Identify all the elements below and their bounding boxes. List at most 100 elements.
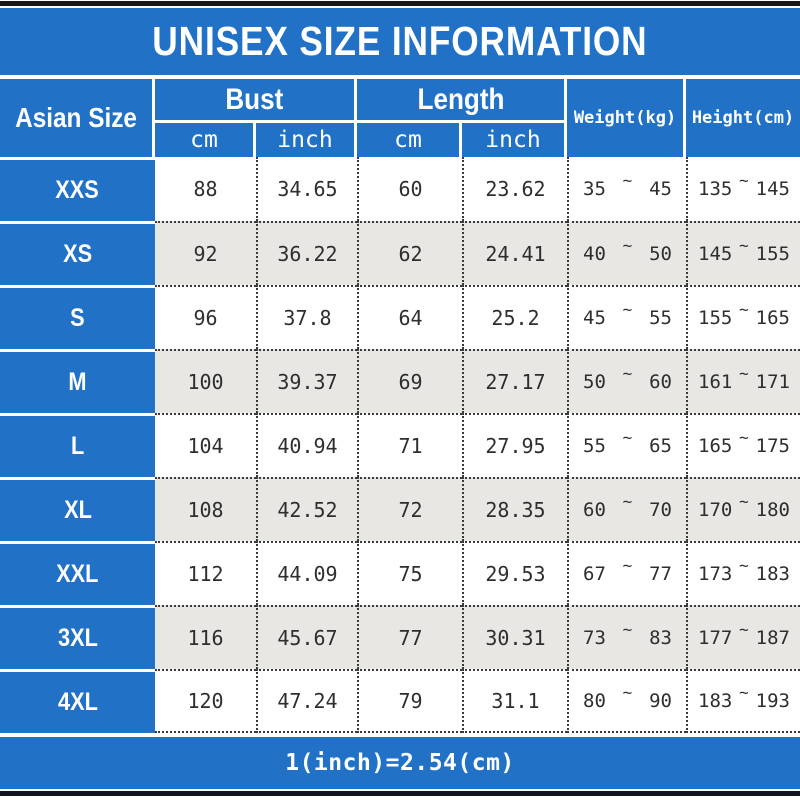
cell-weight-range: 50 ~ 60 xyxy=(567,349,686,413)
height-high: 183 xyxy=(755,563,790,585)
tilde-separator: ~ xyxy=(739,555,749,575)
height-range: 145 ~ 155 xyxy=(688,236,800,266)
divider xyxy=(0,733,800,737)
tilde-separator: ~ xyxy=(739,235,749,255)
cell-length-inch: 27.17 xyxy=(462,349,567,413)
cell-height-range: 173 ~ 183 xyxy=(686,541,800,605)
row-size-label-cell: M xyxy=(0,349,155,413)
cell-length-cm: 64 xyxy=(357,285,462,349)
height-low: 145 xyxy=(698,243,733,265)
tilde-separator: ~ xyxy=(622,555,633,575)
height-low: 170 xyxy=(698,499,733,521)
height-low: 183 xyxy=(698,690,733,712)
weight-range: 40 ~ 50 xyxy=(569,236,686,266)
cell-height-range: 135 ~ 145 xyxy=(686,157,800,221)
cell-length-inch: 23.62 xyxy=(462,157,567,221)
row-size-label: XXL xyxy=(56,560,99,588)
row-size-label: M xyxy=(68,368,87,396)
weight-low: 73 xyxy=(583,627,606,649)
weight-low: 50 xyxy=(583,371,606,393)
header-bust-inch: inch xyxy=(256,123,357,157)
table-row: 3XL 116 45.67 77 30.31 73 ~ 83 177 ~ 187 xyxy=(0,605,800,669)
header-bust: Bust xyxy=(155,79,357,123)
height-low: 161 xyxy=(698,371,733,393)
tilde-separator: ~ xyxy=(622,491,633,511)
cell-bust-cm: 116 xyxy=(155,605,256,669)
weight-high: 45 xyxy=(649,178,672,200)
cell-length-cm: 71 xyxy=(357,413,462,477)
weight-high: 83 xyxy=(649,627,672,649)
cell-length-cm: 79 xyxy=(357,669,462,733)
weight-low: 60 xyxy=(583,499,606,521)
weight-range: 45 ~ 55 xyxy=(569,300,686,330)
weight-range: 35 ~ 45 xyxy=(569,171,686,201)
height-low: 177 xyxy=(698,627,733,649)
weight-range: 80 ~ 90 xyxy=(569,683,686,713)
cell-height-range: 170 ~ 180 xyxy=(686,477,800,541)
height-high: 193 xyxy=(755,690,790,712)
cell-bust-inch: 40.94 xyxy=(256,413,357,477)
header-bust-cm: cm xyxy=(155,123,256,157)
cell-weight-range: 80 ~ 90 xyxy=(567,669,686,733)
cell-length-cm: 75 xyxy=(357,541,462,605)
table-row: XL 108 42.52 72 28.35 60 ~ 70 170 ~ 180 xyxy=(0,477,800,541)
height-range: 170 ~ 180 xyxy=(688,492,800,522)
cell-bust-inch: 34.65 xyxy=(256,157,357,221)
cell-weight-range: 73 ~ 83 xyxy=(567,605,686,669)
cell-weight-range: 40 ~ 50 xyxy=(567,221,686,285)
table-row: L 104 40.94 71 27.95 55 ~ 65 165 ~ 175 xyxy=(0,413,800,477)
cell-length-inch: 30.31 xyxy=(462,605,567,669)
cell-length-cm: 62 xyxy=(357,221,462,285)
weight-high: 50 xyxy=(649,243,672,265)
weight-high: 90 xyxy=(649,690,672,712)
cell-height-range: 177 ~ 187 xyxy=(686,605,800,669)
cell-height-range: 183 ~ 193 xyxy=(686,669,800,733)
row-size-label-cell: 3XL xyxy=(0,605,155,669)
top-edge xyxy=(0,0,800,1)
weight-high: 55 xyxy=(649,307,672,329)
tilde-separator: ~ xyxy=(622,299,633,319)
cell-bust-cm: 88 xyxy=(155,157,256,221)
row-size-label: S xyxy=(70,304,85,332)
tilde-separator: ~ xyxy=(739,170,749,190)
weight-low: 40 xyxy=(583,243,606,265)
weight-high: 60 xyxy=(649,371,672,393)
tilde-separator: ~ xyxy=(622,682,633,702)
cell-bust-cm: 104 xyxy=(155,413,256,477)
divider xyxy=(0,789,800,791)
height-range: 135 ~ 145 xyxy=(688,171,800,201)
bottom-black-bar xyxy=(0,791,800,796)
divider xyxy=(0,75,800,79)
cell-weight-range: 60 ~ 70 xyxy=(567,477,686,541)
title-bar: UNISEX SIZE INFORMATION xyxy=(0,8,800,75)
row-size-label-cell: 4XL xyxy=(0,669,155,733)
row-size-label: XXS xyxy=(55,176,100,204)
tilde-separator: ~ xyxy=(622,619,633,639)
table-row: M 100 39.37 69 27.17 50 ~ 60 161 ~ 171 xyxy=(0,349,800,413)
height-high: 175 xyxy=(755,435,790,457)
cell-bust-cm: 108 xyxy=(155,477,256,541)
table-body: XXS 88 34.65 60 23.62 35 ~ 45 135 ~ 145 … xyxy=(0,157,800,733)
weight-low: 67 xyxy=(583,563,606,585)
cell-bust-cm: 96 xyxy=(155,285,256,349)
cell-bust-inch: 45.67 xyxy=(256,605,357,669)
cell-length-cm: 69 xyxy=(357,349,462,413)
cell-bust-cm: 100 xyxy=(155,349,256,413)
weight-high: 77 xyxy=(649,563,672,585)
cell-length-cm: 77 xyxy=(357,605,462,669)
tilde-separator: ~ xyxy=(739,299,749,319)
table-row: 4XL 120 47.24 79 31.1 80 ~ 90 183 ~ 193 xyxy=(0,669,800,733)
cell-weight-range: 55 ~ 65 xyxy=(567,413,686,477)
row-size-label: L xyxy=(70,432,85,460)
row-size-label: 3XL xyxy=(57,624,98,652)
height-high: 187 xyxy=(755,627,790,649)
height-low: 135 xyxy=(698,178,733,200)
height-range: 165 ~ 175 xyxy=(688,428,800,458)
header-asian-size: Asian Size xyxy=(0,79,155,157)
row-size-label-cell: S xyxy=(0,285,155,349)
table-header: Asian Size Bust Length Weight(kg) Height… xyxy=(0,79,800,157)
header-length-inch: inch xyxy=(462,123,567,157)
weight-low: 35 xyxy=(583,178,606,200)
height-high: 180 xyxy=(755,499,790,521)
